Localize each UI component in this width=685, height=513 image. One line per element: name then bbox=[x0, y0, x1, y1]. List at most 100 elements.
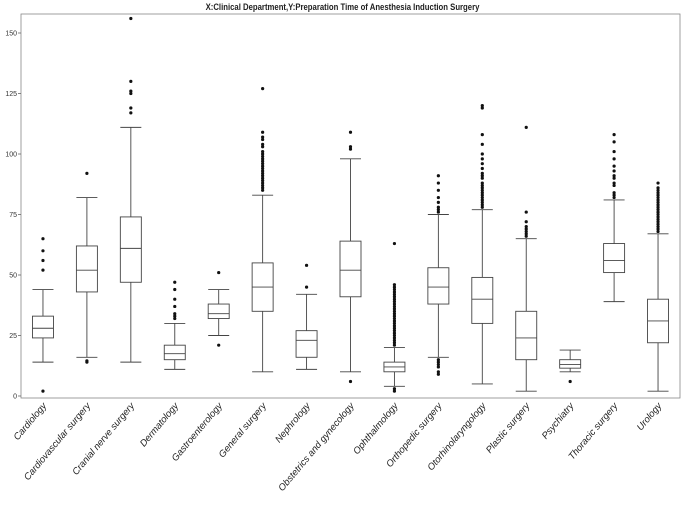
y-tick-label-50: 50 bbox=[9, 273, 17, 280]
outlier-point bbox=[656, 181, 660, 185]
outlier-point bbox=[656, 198, 660, 202]
outlier-point bbox=[480, 133, 484, 137]
outlier-point bbox=[261, 188, 265, 192]
box-general-surgery bbox=[251, 87, 274, 373]
outlier-point bbox=[261, 157, 265, 161]
outlier-point bbox=[261, 169, 265, 173]
outlier-point bbox=[524, 220, 528, 224]
outlier-point bbox=[392, 295, 397, 299]
outlier-point bbox=[656, 188, 660, 192]
y-tick-label-100: 100 bbox=[5, 152, 17, 159]
outlier-point bbox=[656, 191, 660, 195]
outlier-point bbox=[480, 183, 484, 188]
box-psychiatry bbox=[559, 349, 582, 384]
box-urology bbox=[647, 181, 669, 392]
outlier-point bbox=[480, 181, 484, 185]
box-cranial-nerve-surgery bbox=[119, 16, 142, 363]
outlier-point bbox=[656, 208, 660, 212]
outlier-point bbox=[392, 285, 397, 289]
outlier-point bbox=[612, 157, 616, 161]
outlier-point bbox=[392, 338, 397, 342]
outlier-point bbox=[392, 307, 397, 311]
outlier-point bbox=[480, 186, 484, 190]
outlier-point bbox=[261, 181, 265, 185]
iqr-box bbox=[32, 315, 54, 339]
outlier-point bbox=[304, 285, 309, 289]
outlier-point bbox=[261, 142, 265, 146]
iqr-box bbox=[207, 303, 230, 320]
outlier-point bbox=[129, 79, 133, 83]
box-gastroenterology bbox=[207, 270, 230, 347]
outlier-point bbox=[41, 258, 45, 263]
outlier-point bbox=[392, 283, 397, 287]
outlier-point bbox=[480, 198, 484, 202]
box-dermatology bbox=[163, 280, 186, 370]
iqr-box bbox=[339, 240, 362, 298]
outlier-point bbox=[480, 188, 484, 192]
iqr-box bbox=[427, 267, 450, 305]
outlier-point bbox=[524, 227, 528, 231]
outlier-point bbox=[217, 343, 221, 347]
outlier-point bbox=[436, 372, 440, 376]
y-tick-label-25: 25 bbox=[9, 333, 17, 340]
outlier-point bbox=[173, 297, 177, 301]
outlier-point bbox=[656, 217, 660, 221]
outlier-point bbox=[392, 387, 397, 391]
outlier-point bbox=[436, 362, 440, 367]
outlier-point bbox=[392, 290, 397, 294]
outlier-point bbox=[173, 287, 177, 292]
outlier-point bbox=[392, 241, 397, 246]
outlier-point bbox=[656, 220, 660, 224]
outlier-point bbox=[612, 133, 616, 137]
outlier-point bbox=[85, 171, 89, 175]
outlier-point bbox=[524, 125, 528, 129]
y-tick-label-125: 125 bbox=[5, 91, 17, 98]
outlier-point bbox=[612, 176, 616, 180]
outlier-point bbox=[261, 186, 265, 190]
outlier-point bbox=[129, 89, 133, 93]
x-tick-label-nephrology: Nephrology bbox=[273, 400, 313, 445]
outlier-point bbox=[173, 304, 177, 309]
outlier-point bbox=[612, 169, 616, 173]
outlier-point bbox=[612, 193, 616, 197]
iqr-box bbox=[295, 330, 318, 358]
outlier-point bbox=[392, 319, 397, 323]
outlier-point bbox=[656, 227, 660, 231]
outlier-point bbox=[85, 359, 89, 363]
outlier-point bbox=[41, 249, 45, 253]
outlier-point bbox=[612, 174, 616, 178]
outlier-point bbox=[656, 222, 660, 226]
outlier-point bbox=[392, 329, 397, 333]
outlier-point bbox=[392, 331, 397, 335]
iqr-box bbox=[515, 310, 538, 361]
outlier-point bbox=[436, 181, 440, 185]
y-tick-label-150: 150 bbox=[5, 31, 17, 38]
outlier-point bbox=[436, 174, 440, 178]
outlier-point bbox=[480, 191, 484, 195]
outlier-point bbox=[436, 200, 440, 204]
outlier-point bbox=[480, 142, 484, 146]
outlier-point bbox=[656, 200, 660, 204]
outlier-point bbox=[524, 234, 528, 238]
outlier-point bbox=[173, 316, 177, 321]
outlier-point bbox=[173, 314, 177, 318]
outlier-point bbox=[436, 208, 440, 212]
outlier-point bbox=[392, 292, 397, 296]
outlier-point bbox=[480, 174, 484, 178]
outlier-point bbox=[612, 149, 616, 154]
outlier-point bbox=[261, 130, 265, 134]
chart-title: X:Clinical Department,Y:Preparation Time… bbox=[205, 2, 480, 12]
outlier-point bbox=[173, 280, 177, 284]
outlier-point bbox=[612, 183, 616, 188]
outlier-point bbox=[348, 147, 353, 151]
box-ophthalmology bbox=[383, 241, 406, 393]
outlier-point bbox=[348, 145, 353, 149]
outlier-point bbox=[392, 309, 397, 313]
outlier-point bbox=[261, 179, 265, 183]
outlier-point bbox=[480, 193, 484, 197]
box-cardiology bbox=[32, 237, 54, 393]
outlier-point bbox=[524, 232, 528, 236]
outlier-point bbox=[392, 300, 397, 304]
outlier-point bbox=[392, 341, 397, 345]
